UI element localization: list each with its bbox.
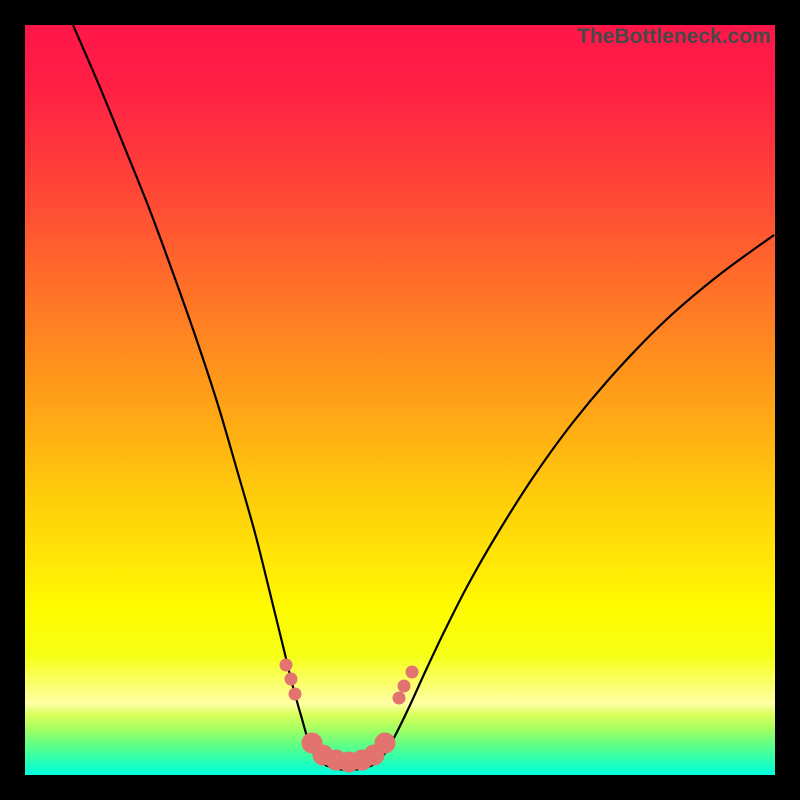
watermark: TheBottleneck.com [577,25,771,49]
plot-area: TheBottleneck.com [25,25,775,775]
data-marker [375,733,396,754]
outer-frame: TheBottleneck.com [0,0,800,800]
data-marker [280,659,293,672]
curve-layer [25,25,775,775]
bottleneck-curve [73,25,774,770]
data-marker [393,692,406,705]
data-marker [285,673,298,686]
data-marker [398,680,411,693]
data-marker [406,666,419,679]
data-marker [289,688,302,701]
